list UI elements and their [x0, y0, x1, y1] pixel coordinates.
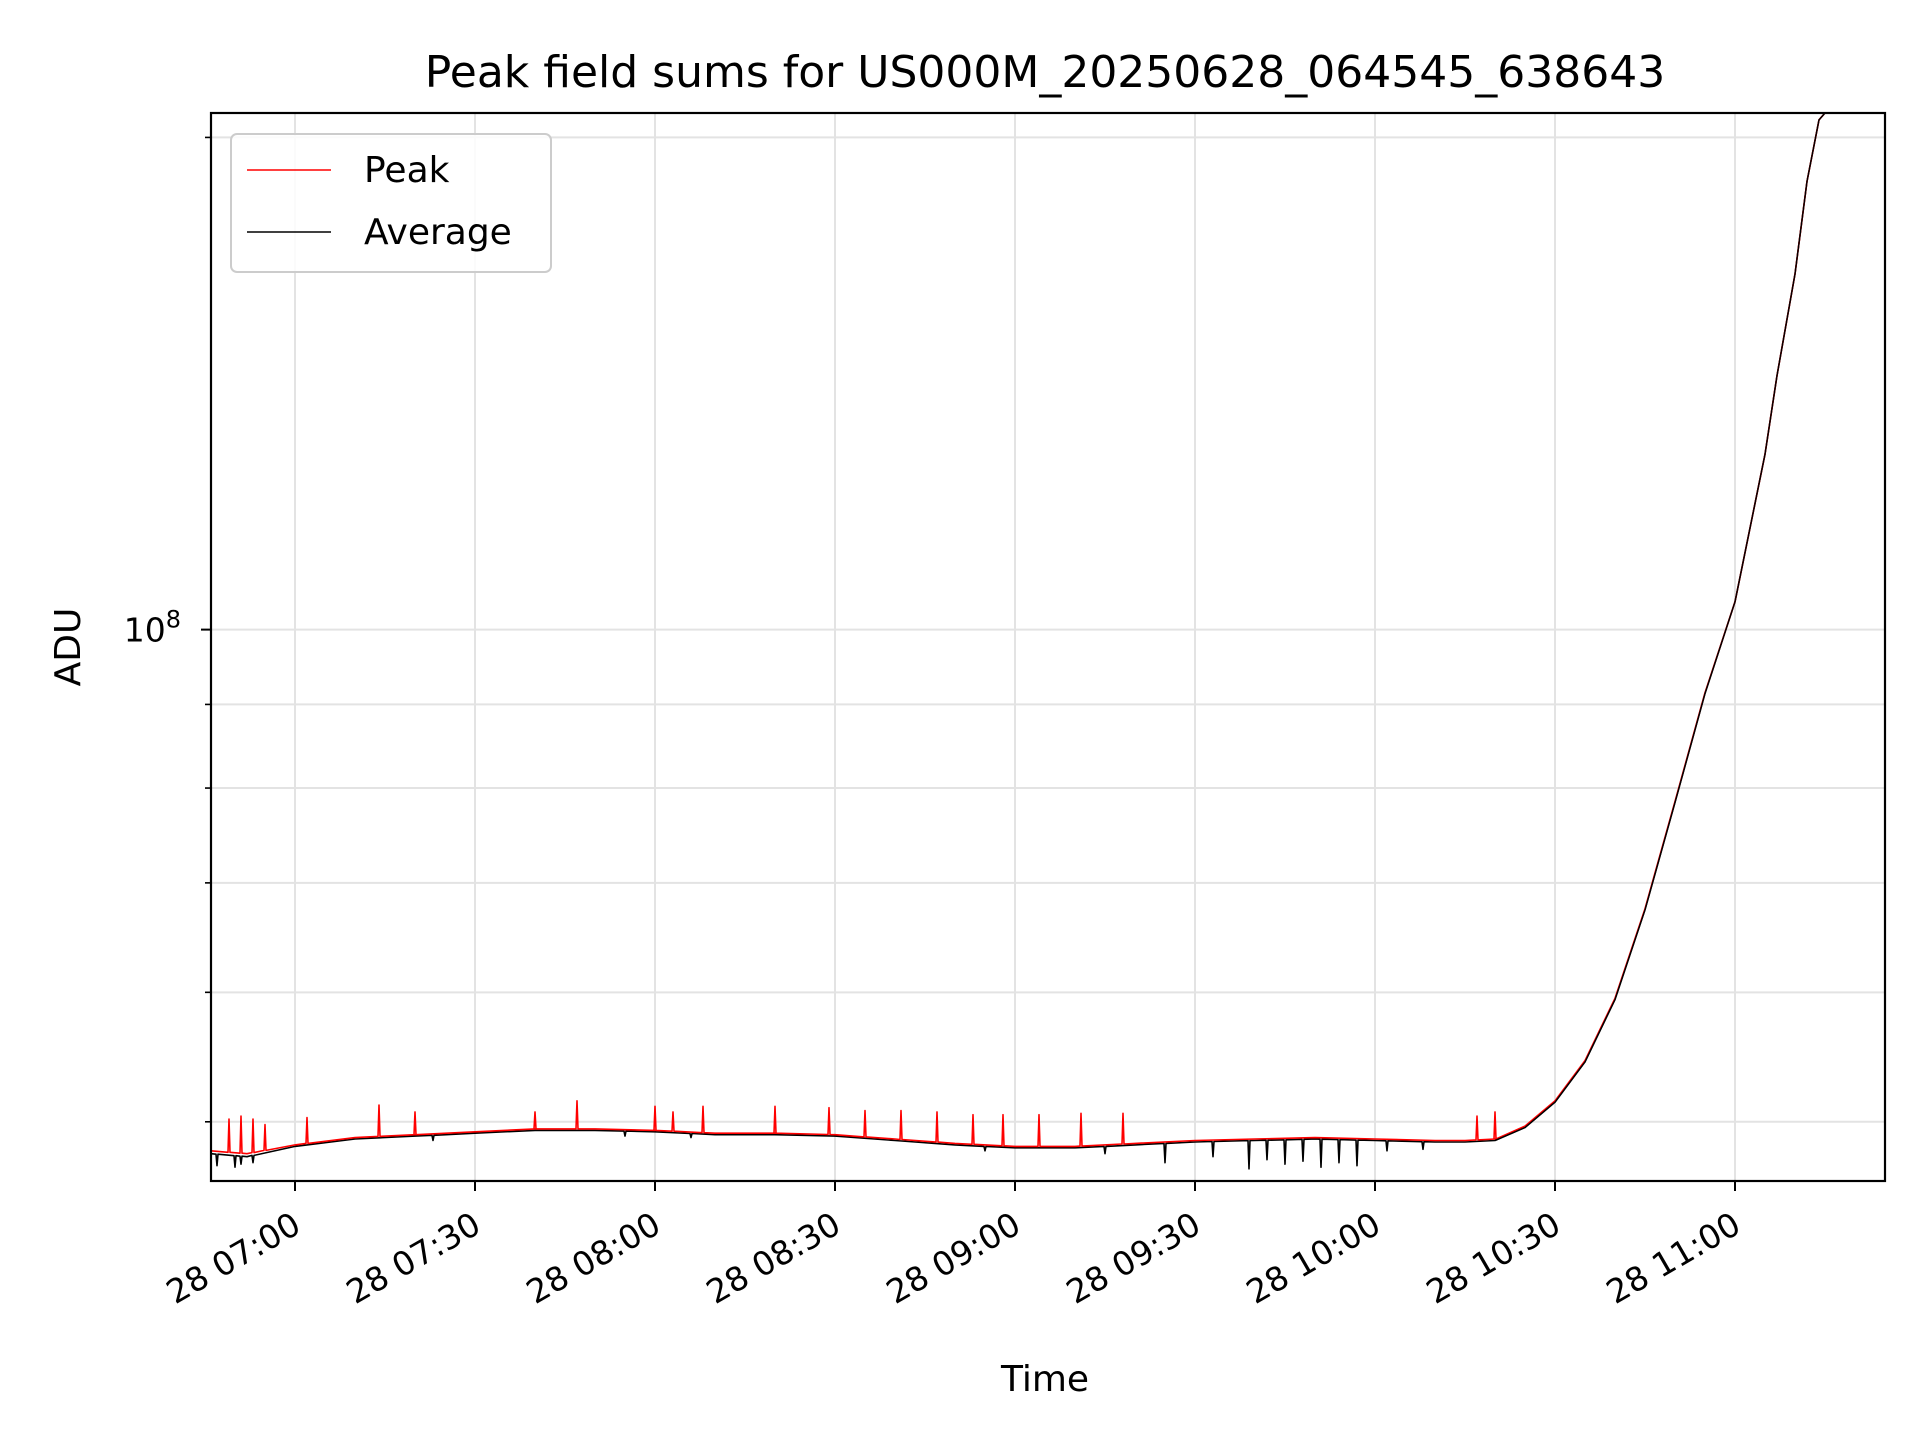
series-line-average-ramp [1494, 112, 1826, 1142]
series-line-peak [210, 112, 1826, 1155]
series-line-average [210, 112, 1826, 1170]
plot-series [210, 112, 1826, 1170]
grid [211, 113, 1885, 1181]
y-axis-label: ADU [48, 608, 89, 687]
y-axis-ticks: 108 [124, 136, 211, 1123]
legend-label-peak: Peak [364, 150, 450, 191]
x-axis-label: Time [1000, 1359, 1089, 1400]
y-tick-label: 108 [124, 606, 181, 650]
chart-title: Peak field sums for US000M_20250628_0645… [425, 47, 1665, 98]
legend-box [230, 133, 552, 273]
legend: Peak Average [230, 133, 552, 273]
legend-label-average: Average [364, 212, 512, 253]
plot-frame [209, 111, 1887, 1183]
